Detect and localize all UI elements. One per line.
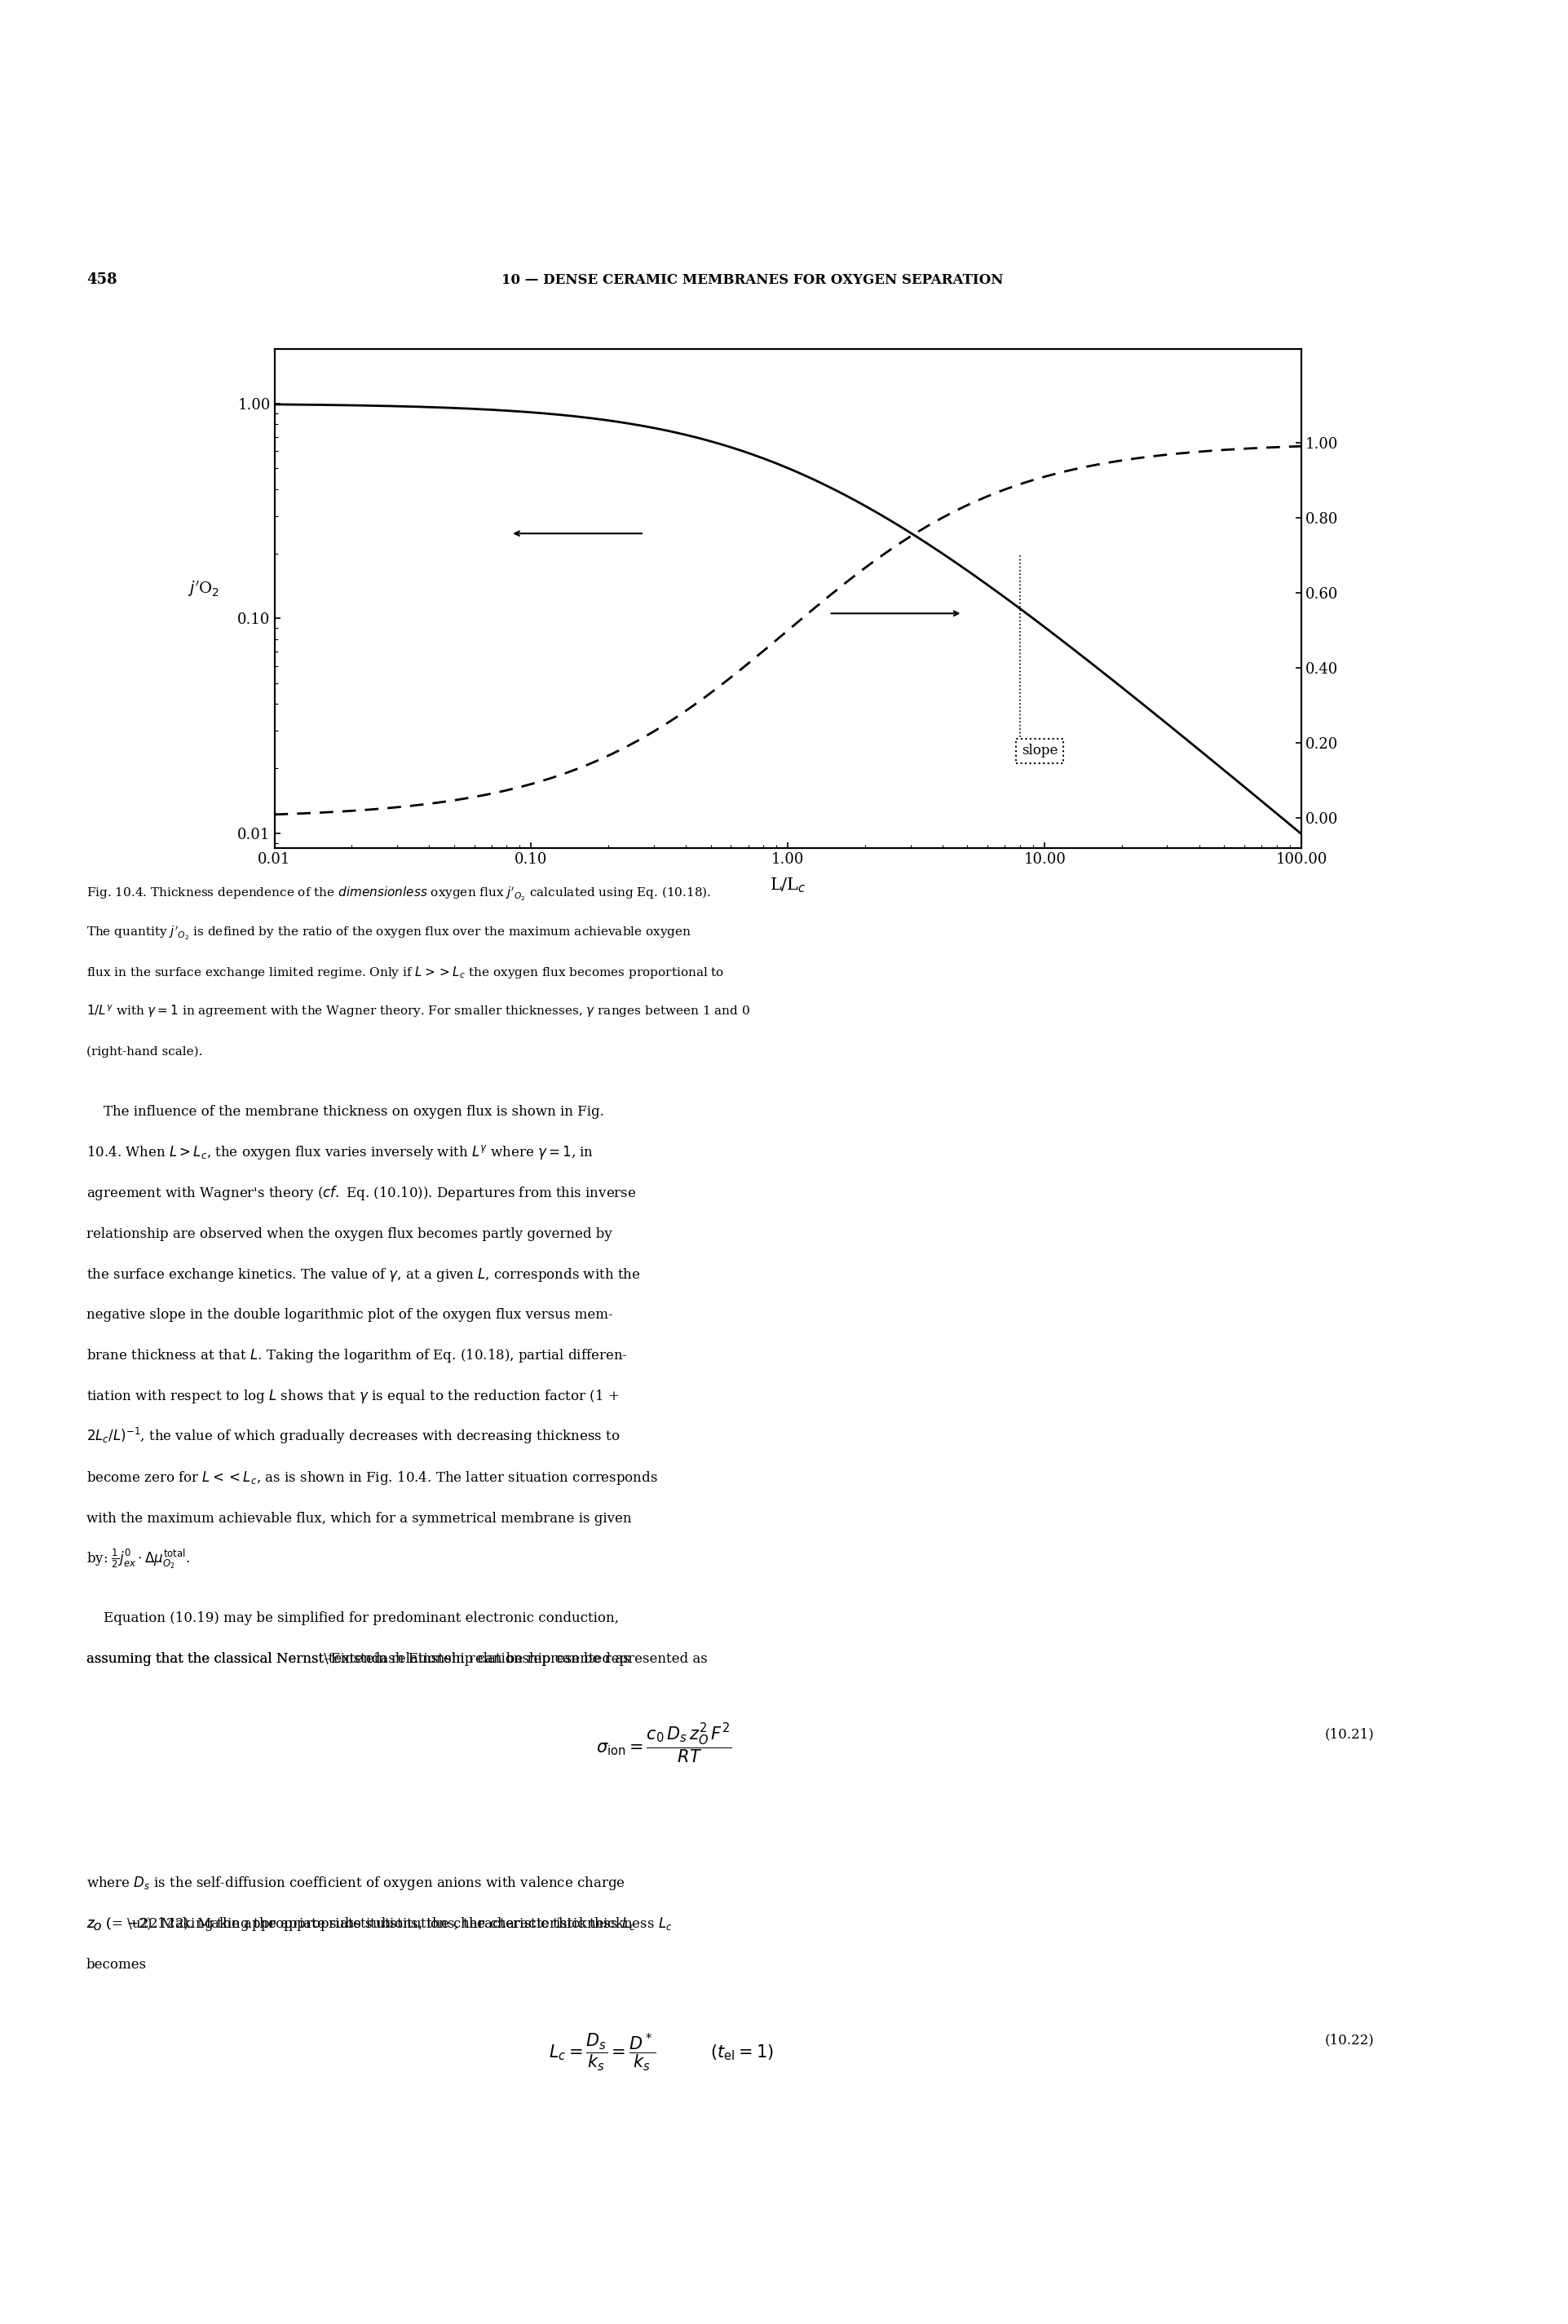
Text: The quantity $j'_{O_2}$ is defined by the ratio of the oxygen flux over the maxi: The quantity $j'_{O_2}$ is defined by th…: [86, 925, 691, 941]
Text: relationship are observed when the oxygen flux becomes partly governed by: relationship are observed when the oxyge…: [86, 1227, 612, 1241]
Text: by: $\frac{1}{2} j^0_{ex} \cdot \Delta\mu^{\mathrm{total}}_{O_2}$.: by: $\frac{1}{2} j^0_{ex} \cdot \Delta\m…: [86, 1548, 190, 1571]
Text: Equation (10.19) may be simplified for predominant electronic conduction,: Equation (10.19) may be simplified for p…: [86, 1611, 619, 1624]
Text: tiation with respect to log $L$ shows that $\gamma$ is equal to the reduction fa: tiation with respect to log $L$ shows th…: [86, 1387, 619, 1406]
Text: Fig. 10.4. Thickness dependence of the $\mathit{dimensionless}$ oxygen flux $j'_: Fig. 10.4. Thickness dependence of the $…: [86, 885, 710, 902]
Text: slope: slope: [1021, 744, 1058, 758]
Text: $1/L^\gamma$ with $\gamma = 1$ in agreement with the Wagner theory. For smaller : $1/L^\gamma$ with $\gamma = 1$ in agreem…: [86, 1004, 750, 1020]
X-axis label: L/L$_c$: L/L$_c$: [770, 876, 806, 895]
Text: negative slope in the double logarithmic plot of the oxygen flux versus mem-: negative slope in the double logarithmic…: [86, 1308, 613, 1322]
Text: flux in the surface exchange limited regime. Only if $L >> L_c$ the oxygen flux : flux in the surface exchange limited reg…: [86, 964, 724, 981]
Text: $z_O$ (= \u22122). Making the appropriate substitutions, the characteristic thic: $z_O$ (= \u22122). Making the appropriat…: [86, 1915, 673, 1934]
Text: (10.22): (10.22): [1325, 2034, 1375, 2047]
Text: $L_c = \dfrac{D_s}{k_s} = \dfrac{D^*}{k_s}$          $(t_{\mathrm{el}} = 1)$: $L_c = \dfrac{D_s}{k_s} = \dfrac{D^*}{k_…: [549, 2031, 773, 2073]
Text: the surface exchange kinetics. The value of $\gamma$, at a given $L$, correspond: the surface exchange kinetics. The value…: [86, 1267, 640, 1283]
Text: becomes: becomes: [86, 1957, 147, 1971]
Text: agreement with Wagner's theory ($cf.$ Eq. (10.10)). Departures from this inverse: agreement with Wagner's theory ($cf.$ Eq…: [86, 1183, 637, 1202]
Text: $2L_c/L)^{-1}$, the value of which gradually decreases with decreasing thickness: $2L_c/L)^{-1}$, the value of which gradu…: [86, 1427, 619, 1446]
Text: 458: 458: [86, 272, 118, 286]
Text: with the maximum achievable flux, which for a symmetrical membrane is given: with the maximum achievable flux, which …: [86, 1511, 632, 1525]
Text: become zero for $L << L_c$, as is shown in Fig. 10.4. The latter situation corre: become zero for $L << L_c$, as is shown …: [86, 1469, 659, 1487]
Y-axis label: $j'$O$_2$: $j'$O$_2$: [188, 579, 220, 600]
Text: (right-hand scale).: (right-hand scale).: [86, 1046, 202, 1057]
Text: where $D_s$ is the self-diffusion coefficient of oxygen anions with valence char: where $D_s$ is the self-diffusion coeffi…: [86, 1875, 626, 1892]
Text: The influence of the membrane thickness on oxygen flux is shown in Fig.: The influence of the membrane thickness …: [86, 1104, 604, 1118]
Text: assuming that the classical Nernst–Einstein relationship can be represented as: assuming that the classical Nernst–Einst…: [86, 1652, 630, 1666]
Text: $\sigma_{\mathrm{ion}} = \dfrac{c_0\, D_s\, z_O^2\, F^2}{RT}$: $\sigma_{\mathrm{ion}} = \dfrac{c_0\, D_…: [596, 1722, 731, 1766]
Text: 10 — DENSE CERAMIC MEMBRANES FOR OXYGEN SEPARATION: 10 — DENSE CERAMIC MEMBRANES FOR OXYGEN …: [502, 272, 1004, 286]
Text: 10.4. When $L > L_c$, the oxygen flux varies inversely with $L^\gamma$ where $\g: 10.4. When $L > L_c$, the oxygen flux va…: [86, 1143, 594, 1162]
Text: assuming that the classical Nernst\textendash Einstein relationship can be repre: assuming that the classical Nernst\texte…: [86, 1652, 707, 1666]
Text: (10.21): (10.21): [1325, 1727, 1375, 1741]
Text: $z_O$ (= $-$2). Making the appropriate substitutions, the characteristic thickne: $z_O$ (= $-$2). Making the appropriate s…: [86, 1915, 635, 1934]
Text: brane thickness at that $L$. Taking the logarithm of Eq. (10.18), partial differ: brane thickness at that $L$. Taking the …: [86, 1348, 627, 1364]
